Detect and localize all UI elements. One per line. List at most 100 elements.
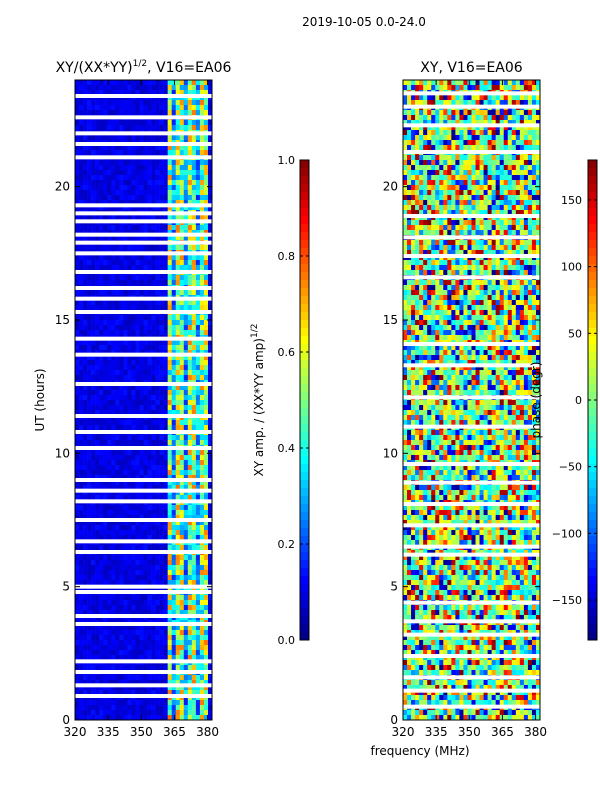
- heatmap-cell: [163, 405, 168, 411]
- heatmap-cell: [75, 520, 80, 526]
- heatmap-cell: [83, 425, 88, 431]
- heatmap-cell: [139, 485, 144, 491]
- heatmap-cell: [135, 280, 140, 286]
- heatmap-cell: [195, 630, 201, 636]
- heatmap-cell: [535, 95, 541, 101]
- heatmap-cell: [79, 135, 84, 141]
- heatmap-cell: [143, 280, 148, 286]
- heatmap-cell: [195, 595, 201, 601]
- heatmap-cell: [119, 340, 124, 346]
- heatmap-cell: [143, 545, 148, 551]
- heatmap-cell: [179, 135, 185, 141]
- heatmap-cell: [167, 375, 173, 381]
- heatmap-cell: [123, 290, 128, 296]
- heatmap-cell: [191, 375, 197, 381]
- heatmap-cell: [207, 200, 213, 206]
- heatmap-cell: [159, 560, 164, 566]
- heatmap-cell: [523, 95, 529, 101]
- heatmap-cell: [99, 395, 104, 401]
- heatmap-cell: [107, 215, 112, 221]
- heatmap-cell: [87, 125, 92, 131]
- heatmap-cell: [203, 370, 209, 376]
- heatmap-cell: [207, 305, 213, 311]
- heatmap-cell: [199, 345, 205, 351]
- heatmap-cell: [127, 275, 132, 281]
- heatmap-cell: [171, 650, 177, 656]
- heatmap-cell: [207, 150, 213, 156]
- heatmap-cell: [155, 325, 160, 331]
- heatmap-cell: [75, 560, 80, 566]
- heatmap-cell: [163, 645, 168, 651]
- heatmap-cell: [199, 635, 205, 641]
- heatmap-cell: [191, 580, 197, 586]
- heatmap-cell: [203, 360, 209, 366]
- heatmap-cell: [167, 485, 173, 491]
- heatmap-cell: [131, 345, 136, 351]
- heatmap-cell: [411, 130, 416, 136]
- heatmap-cell: [455, 125, 460, 131]
- heatmap-cell: [167, 440, 173, 446]
- heatmap-cell: [463, 100, 468, 106]
- heatmap-cell: [119, 435, 124, 441]
- heatmap-cell: [175, 465, 181, 471]
- heatmap-cell: [139, 200, 144, 206]
- heatmap-cell: [87, 520, 92, 526]
- colorbar-swatch: [300, 496, 309, 505]
- heatmap-cell: [147, 405, 152, 411]
- heatmap-cell: [95, 110, 100, 116]
- heatmap-cell: [187, 340, 193, 346]
- heatmap-cell: [139, 700, 144, 706]
- heatmap-cell: [83, 640, 88, 646]
- heatmap-cell: [183, 520, 189, 526]
- heatmap-cell: [151, 330, 156, 336]
- heatmap-cell: [75, 110, 80, 116]
- heatmap-cell: [195, 190, 201, 196]
- heatmap-cell: [199, 200, 205, 206]
- heatmap-cell: [79, 200, 84, 206]
- heatmap-cell: [79, 300, 84, 306]
- heatmap-cell: [487, 100, 492, 106]
- heatmap-cell: [83, 570, 88, 576]
- heatmap-cell: [75, 650, 80, 656]
- heatmap-cell: [75, 255, 80, 261]
- heatmap-cell: [179, 605, 185, 611]
- heatmap-cell: [163, 635, 168, 641]
- heatmap-cell: [75, 135, 80, 141]
- heatmap-cell: [179, 475, 185, 481]
- heatmap-cell: [155, 645, 160, 651]
- heatmap-cell: [143, 275, 148, 281]
- heatmap-cell: [195, 690, 201, 696]
- heatmap-cell: [187, 680, 193, 686]
- heatmap-cell: [183, 315, 189, 321]
- heatmap-cell: [159, 135, 164, 141]
- heatmap-cell: [95, 455, 100, 461]
- heatmap-cell: [183, 495, 189, 501]
- heatmap-cell: [535, 85, 541, 91]
- heatmap-cell: [143, 160, 148, 166]
- heatmap-cell: [135, 85, 140, 91]
- heatmap-cell: [191, 360, 197, 366]
- heatmap-cell: [199, 125, 205, 131]
- heatmap-cell: [107, 235, 112, 241]
- heatmap-cell: [519, 115, 525, 121]
- colorbar-swatch: [300, 432, 309, 441]
- heatmap-cell: [163, 365, 168, 371]
- heatmap-cell: [91, 580, 96, 586]
- heatmap-cell: [91, 570, 96, 576]
- heatmap-cell: [183, 80, 189, 86]
- heatmap-cell: [419, 80, 424, 86]
- heatmap-cell: [155, 530, 160, 536]
- heatmap-cell: [99, 680, 104, 686]
- heatmap-cell: [87, 390, 92, 396]
- heatmap-cell: [171, 330, 177, 336]
- heatmap-cell: [167, 315, 173, 321]
- heatmap-cell: [195, 255, 201, 261]
- heatmap-cell: [423, 145, 428, 151]
- heatmap-cell: [91, 635, 96, 641]
- heatmap-cell: [199, 355, 205, 361]
- heatmap-cell: [127, 635, 132, 641]
- heatmap-cell: [111, 555, 116, 561]
- heatmap-cell: [107, 255, 112, 261]
- heatmap-cell: [151, 170, 156, 176]
- heatmap-cell: [183, 630, 189, 636]
